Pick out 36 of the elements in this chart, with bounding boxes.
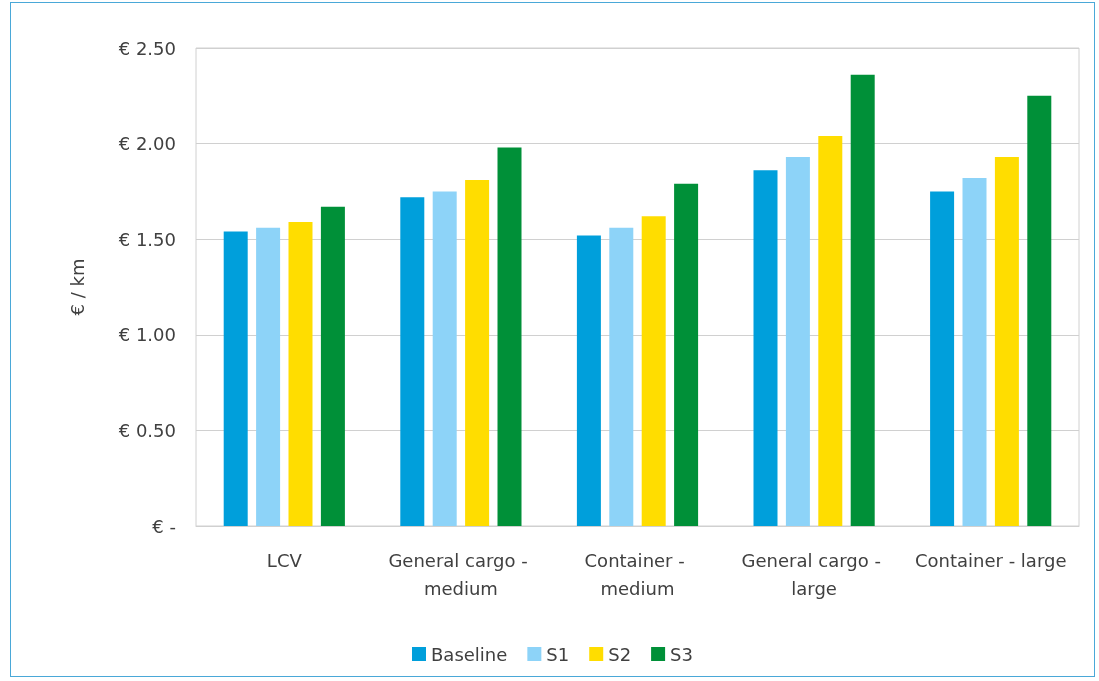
- bar: [674, 183, 699, 526]
- bar: [288, 221, 313, 526]
- legend-label: S1: [546, 643, 570, 665]
- bar: [753, 170, 778, 526]
- bar: [818, 135, 843, 526]
- bar: [432, 191, 457, 526]
- bar: [930, 191, 955, 526]
- bar: [400, 197, 425, 526]
- bar: [497, 147, 522, 526]
- bar: [320, 206, 345, 526]
- x-tick-label: General cargo - large: [741, 549, 887, 599]
- bar: [609, 227, 634, 526]
- bar: [256, 227, 281, 526]
- x-tick-label: General cargo - medium: [388, 549, 534, 599]
- bar: [465, 179, 490, 526]
- bar: [641, 216, 666, 526]
- y-tick-label: € 2.50: [118, 37, 176, 59]
- x-tick-label: Container - medium: [584, 549, 691, 599]
- bar: [223, 231, 248, 526]
- bar: [576, 235, 601, 526]
- legend-label: S2: [608, 643, 632, 665]
- y-tick-label: € 1.50: [118, 228, 176, 250]
- y-tick-label: € -: [152, 515, 176, 537]
- bar: [850, 74, 875, 526]
- y-axis-title: € / km: [66, 258, 88, 316]
- bar: [1027, 95, 1052, 526]
- bar: [994, 156, 1019, 526]
- y-tick-label: € 2.00: [118, 133, 176, 155]
- bar: [785, 156, 810, 526]
- x-tick-label: LCV: [266, 549, 303, 571]
- y-tick-label: € 0.50: [118, 419, 176, 441]
- y-tick-label: € 1.00: [118, 324, 176, 346]
- bar: [962, 178, 987, 526]
- legend-label: Baseline: [431, 643, 508, 665]
- legend-label: S3: [670, 643, 693, 665]
- x-tick-label: Container - large: [914, 549, 1067, 571]
